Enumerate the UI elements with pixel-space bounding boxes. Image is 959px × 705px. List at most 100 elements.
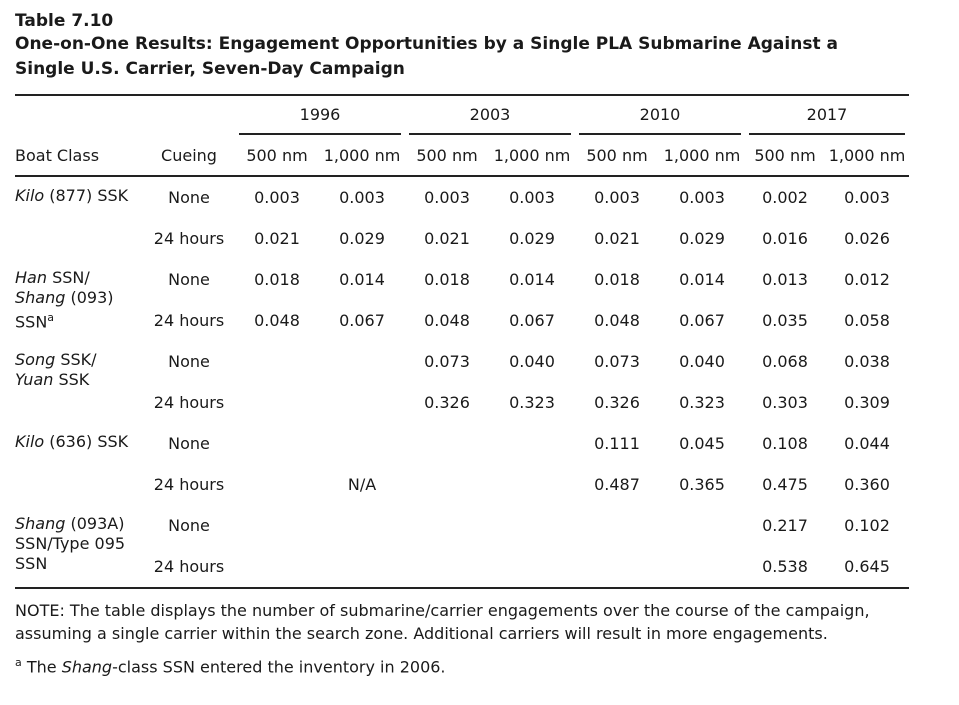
table-row: Han SSN/Shang (093) SSNa None 0.018 0.014…: [15, 259, 909, 331]
value-cell: [319, 546, 405, 588]
value-cell: [659, 505, 745, 546]
value-cell: [319, 382, 405, 423]
table-row: Kilo (877) SSK None 0.003 0.003 0.003 0.…: [15, 176, 909, 218]
year-header: 2003: [409, 96, 571, 135]
range-header: 1,000 nm: [493, 145, 571, 165]
table-row: 24 hours 0.326 0.323 0.326 0.323 0.303 0…: [15, 382, 909, 423]
cueing-cell: 24 hours: [153, 229, 225, 248]
range-header: 1,000 nm: [663, 145, 741, 165]
value-cell: [235, 341, 319, 382]
range-header: 500 nm: [754, 145, 816, 165]
value-cell: [575, 505, 659, 546]
value-cell: 0.021: [594, 229, 640, 248]
value-cell: 0.048: [424, 311, 470, 330]
value-cell: 0.645: [844, 557, 890, 576]
boat-class-cell: Kilo (636) SSK: [15, 432, 129, 451]
value-cell: 0.068: [762, 352, 808, 371]
value-cell: 0.003: [339, 188, 385, 207]
cueing-cell: 24 hours: [153, 393, 225, 412]
cueing-cell: None: [168, 516, 210, 535]
value-cell: 0.014: [339, 270, 385, 289]
value-cell: 0.038: [844, 352, 890, 371]
value-cell: 0.073: [594, 352, 640, 371]
value-cell: 0.003: [844, 188, 890, 207]
value-cell: 0.073: [424, 352, 470, 371]
cueing-cell: 24 hours: [153, 475, 225, 494]
value-cell: 0.044: [844, 434, 890, 453]
boat-class-cell: Shang (093A) SSN/Type 095 SSN: [15, 514, 126, 573]
value-cell: 0.067: [679, 311, 725, 330]
value-cell: 0.016: [762, 229, 808, 248]
value-cell: 0.365: [679, 475, 725, 494]
value-cell: [319, 423, 405, 464]
cueing-cell: None: [168, 270, 210, 289]
boat-class-cell: Kilo (877) SSK: [15, 186, 129, 205]
value-cell: 0.029: [679, 229, 725, 248]
value-cell: 0.003: [254, 188, 300, 207]
value-cell: 0.326: [424, 393, 470, 412]
value-cell: 0.045: [679, 434, 725, 453]
table-row: 24 hours 0.048 0.067 0.048 0.067 0.048 0…: [15, 300, 909, 341]
value-cell: 0.309: [844, 393, 890, 412]
table-row: Kilo (636) SSK None 0.111 0.045 0.108 0.…: [15, 423, 909, 464]
value-cell: 0.058: [844, 311, 890, 330]
value-cell: 0.487: [594, 475, 640, 494]
value-cell: 0.217: [762, 516, 808, 535]
value-cell: 0.014: [509, 270, 555, 289]
value-cell: [235, 423, 319, 464]
value-cell: [489, 423, 575, 464]
range-header: 500 nm: [416, 145, 478, 165]
value-cell: 0.303: [762, 393, 808, 412]
value-cell: 0.048: [254, 311, 300, 330]
value-cell: 0.018: [424, 270, 470, 289]
value-cell: [489, 464, 575, 505]
table-note: NOTE: The table displays the number of s…: [15, 601, 870, 643]
cueing-cell: None: [168, 188, 210, 207]
value-cell: 0.003: [424, 188, 470, 207]
cueing-cell: 24 hours: [153, 557, 225, 576]
value-cell: 0.021: [254, 229, 300, 248]
table-footnote: a The Shang-class SSN entered the invent…: [15, 656, 446, 677]
value-cell: 0.003: [594, 188, 640, 207]
value-cell: [235, 546, 319, 588]
boat-class-header: Boat Class: [15, 145, 100, 165]
value-cell: 0.360: [844, 475, 890, 494]
value-cell: 0.003: [509, 188, 555, 207]
value-cell: 0.067: [339, 311, 385, 330]
value-cell: 0.012: [844, 270, 890, 289]
value-cell: 0.003: [679, 188, 725, 207]
range-header: 1,000 nm: [323, 145, 401, 165]
value-cell: 0.035: [762, 311, 808, 330]
value-cell: [405, 423, 489, 464]
results-table: 1996 2003 2010 2017 Boat Class Cueing 50…: [15, 94, 909, 589]
value-cell: 0.048: [594, 311, 640, 330]
column-header-row: Boat Class Cueing 500 nm 1,000 nm 500 nm…: [15, 135, 909, 176]
table-row: Shang (093A) SSN/Type 095 SSN None 0.217 0…: [15, 505, 909, 573]
boat-class-cell: Han SSN/Shang (093) SSNa: [15, 268, 114, 332]
value-cell: 0.021: [424, 229, 470, 248]
value-cell: [319, 341, 405, 382]
table-number: Table 7.10: [15, 11, 114, 31]
value-cell: 0.323: [509, 393, 555, 412]
table-row: 24 hours N/A 0.487 0.365 0.475 0.360: [15, 464, 909, 505]
table-row: 24 hours 0.021 0.029 0.021 0.029 0.021 0…: [15, 218, 909, 259]
table-title: One-on-One Results: Engagement Opportuni…: [15, 34, 838, 79]
value-cell: [405, 505, 489, 546]
range-header: 1,000 nm: [828, 145, 906, 165]
value-cell: 0.111: [594, 434, 640, 453]
value-cell: 0.108: [762, 434, 808, 453]
value-cell: [405, 546, 489, 588]
value-cell: 0.040: [509, 352, 555, 371]
value-cell: 0.002: [762, 188, 808, 207]
year-header: 2017: [749, 96, 905, 135]
value-cell: [235, 382, 319, 423]
na-label: N/A: [347, 475, 377, 494]
value-cell: 0.326: [594, 393, 640, 412]
table-row: 24 hours 0.538 0.645: [15, 546, 909, 588]
range-header: 500 nm: [246, 145, 308, 165]
cueing-cell: None: [168, 434, 210, 453]
value-cell: 0.538: [762, 557, 808, 576]
value-cell: 0.067: [509, 311, 555, 330]
year-header: 1996: [239, 96, 401, 135]
value-cell: 0.018: [254, 270, 300, 289]
